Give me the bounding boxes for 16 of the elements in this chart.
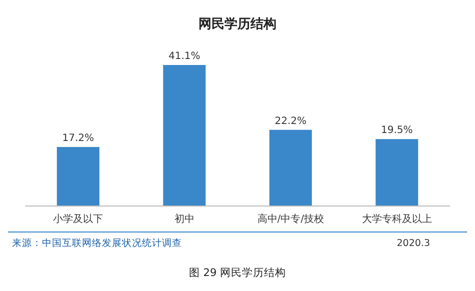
x-tick-label: 大学专科及以上 [362,213,432,225]
x-tick-label: 小学及以下 [53,213,104,225]
caption: 图 29 网民学历结构 [188,266,286,279]
data-label: 19.5% [380,125,413,136]
bar [163,65,206,206]
data-label: 22.2% [274,116,307,127]
source-note: 来源：中国互联网络发展状况统计调查 [12,237,182,249]
bar [376,139,418,206]
bar [56,146,100,206]
text: 2020.3 [396,238,430,249]
x-tick-label: 高中/中专/技校 [257,213,324,225]
chart-title: 网民学历结构 [198,17,276,32]
data-label: 17.2% [62,132,94,144]
x-tick-label: 初中 [174,213,194,225]
bar [269,130,312,206]
data-label: 41.1% [168,51,200,62]
